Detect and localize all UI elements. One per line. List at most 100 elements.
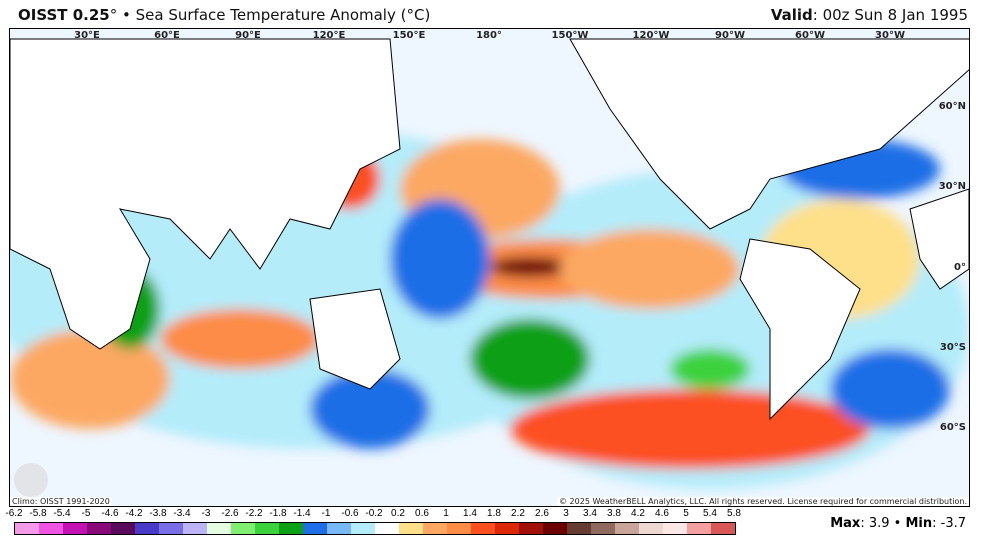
anomaly-field <box>10 38 969 489</box>
colorbar-tick-label: -3 <box>201 508 211 519</box>
lon-label: 30°E <box>74 30 100 41</box>
valid-time: Valid: 00z Sun 8 Jan 1995 <box>771 6 968 24</box>
colorbar-swatch <box>87 523 111 534</box>
colorbar-swatch <box>279 523 303 534</box>
colorbar-swatch <box>471 523 495 534</box>
colorbar-tick-label: -0.6 <box>341 508 359 519</box>
colorbar-tick-label: -1 <box>321 508 331 519</box>
separator: • <box>122 6 131 24</box>
colorbar-tick-label: 5.4 <box>703 508 717 519</box>
climo-note: Climo: OISST 1991-2020 <box>10 497 112 506</box>
colorbar-tick-label: -1.8 <box>269 508 287 519</box>
colorbar-swatch <box>183 523 207 534</box>
colorbar-swatch <box>519 523 543 534</box>
colorbar-swatch <box>615 523 639 534</box>
colorbar <box>14 522 736 535</box>
colorbar-tick-label: -4.2 <box>125 508 143 519</box>
colorbar-tick-label: 4.6 <box>655 508 669 519</box>
map-title: OISST 0.25° • Sea Surface Temperature An… <box>18 6 430 24</box>
land-masses <box>10 38 969 421</box>
colorbar-tick-label: 1.8 <box>487 508 501 519</box>
colorbar-swatch <box>255 523 279 534</box>
max-label: Max <box>830 516 861 531</box>
lon-label: 60°W <box>795 30 825 41</box>
colorbar-tick-label: -5.4 <box>53 508 71 519</box>
colorbar-swatch <box>159 523 183 534</box>
west-africa <box>909 188 969 290</box>
colorbar-swatch <box>351 523 375 534</box>
product-name: OISST 0.25 <box>18 6 110 24</box>
colorbar-tick-label: -1.4 <box>293 508 311 519</box>
lat-label: 30°N <box>938 181 966 192</box>
colorbar-swatch <box>543 523 567 534</box>
colorbar-swatch <box>375 523 399 534</box>
colorbar-tick-label: -6.2 <box>5 508 23 519</box>
degree-symbol: ° <box>109 6 118 24</box>
max-min-stats: Max: 3.9 • Min: -3.7 <box>830 516 966 531</box>
colorbar-swatch <box>447 523 471 534</box>
colorbar-swatch <box>399 523 423 534</box>
lon-label: 90°W <box>715 30 745 41</box>
colorbar-tick-label: 2.6 <box>535 508 549 519</box>
colorbar-tick-label: -0.2 <box>365 508 383 519</box>
colorbar-swatch <box>111 523 135 534</box>
min-value: : -3.7 <box>932 516 966 531</box>
lat-label: 0° <box>954 262 966 273</box>
lat-label: 30°S <box>939 342 966 353</box>
colorbar-swatch <box>327 523 351 534</box>
colorbar-tick-label: -5.8 <box>29 508 47 519</box>
colorbar-tick-label: 5 <box>683 508 689 519</box>
colorbar-tick-label: 5.8 <box>727 508 741 519</box>
colorbar-swatch <box>63 523 87 534</box>
lon-label: 150°W <box>551 30 589 41</box>
colorbar-swatch <box>711 523 735 534</box>
anomaly-shading <box>10 129 969 489</box>
colorbar-swatch <box>639 523 663 534</box>
sst-anomaly-map[interactable]: 30°E 60°E 90°E 120°E 150°E 180° 150°W 12… <box>9 28 970 507</box>
colorbar-swatch <box>591 523 615 534</box>
lon-label: 120°E <box>312 30 346 41</box>
colorbar-tick-label: 2.2 <box>511 508 525 519</box>
colorbar-tick-label: -4.6 <box>101 508 119 519</box>
colorbar-swatch <box>423 523 447 534</box>
colorbar-tick-label: 4.2 <box>631 508 645 519</box>
colorbar-tick-label: 3.4 <box>583 508 597 519</box>
lon-label: 180° <box>476 30 502 41</box>
south-america <box>739 238 861 421</box>
max-value: : 3.9 <box>860 516 890 531</box>
valid-time-value: : 00z Sun 8 Jan 1995 <box>812 6 968 24</box>
colorbar-swatch <box>663 523 687 534</box>
colorbar-tick-label: 3.8 <box>607 508 621 519</box>
colorbar-tick-label: -2.6 <box>221 508 239 519</box>
weatherbell-logo <box>14 463 48 497</box>
colorbar-swatch <box>495 523 519 534</box>
colorbar-tick-label: -2.2 <box>245 508 263 519</box>
colorbar-labels: -6.2 -5.8 -5.4 -5 -4.6 -4.2 -3.8 -3.4 -3 -2.6 -2.2… <box>5 508 741 520</box>
colorbar-tick-label: -3.8 <box>149 508 167 519</box>
north-america <box>569 38 969 230</box>
colorbar-tick-label: -5 <box>81 508 91 519</box>
colorbar-swatch <box>231 523 255 534</box>
lon-label: 60°E <box>154 30 180 41</box>
colorbar-swatch <box>687 523 711 534</box>
lon-label: 30°W <box>875 30 905 41</box>
valid-label: Valid <box>770 6 813 24</box>
copyright: © 2025 WeatherBELL Analytics, LLC. All r… <box>557 497 969 506</box>
lon-label: 90°E <box>235 30 261 41</box>
colorbar-tick-label: 0.6 <box>415 508 429 519</box>
australia <box>309 288 401 390</box>
lon-label: 120°W <box>632 30 670 41</box>
min-label: Min <box>905 516 933 531</box>
colorbar-tick-label: 3 <box>563 508 569 519</box>
eurasia-africa <box>10 38 401 350</box>
colorbar-swatch <box>303 523 327 534</box>
colorbar-swatch <box>207 523 231 534</box>
lon-label: 150°E <box>392 30 426 41</box>
colorbar-tick-label: 0.2 <box>391 508 405 519</box>
colorbar-tick-label: 1 <box>443 508 449 519</box>
colorbar-tick-label: -3.4 <box>173 508 191 519</box>
colorbar-swatch <box>135 523 159 534</box>
lat-label: 60°S <box>939 422 966 433</box>
colorbar-tick-label: 1.4 <box>463 508 477 519</box>
colorbar-swatch <box>39 523 63 534</box>
